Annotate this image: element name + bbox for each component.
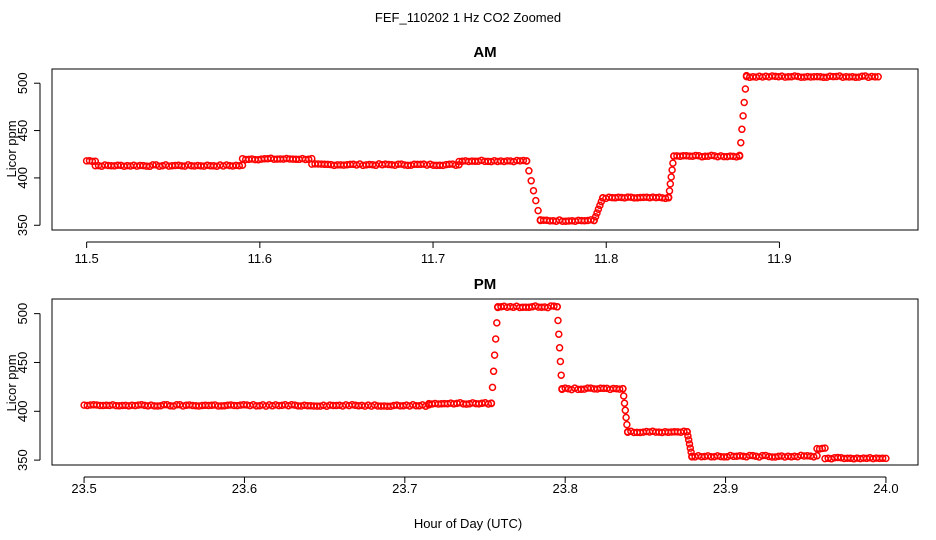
pm-data-point bbox=[680, 427, 688, 435]
am-data-point bbox=[590, 216, 598, 225]
pm-data-point bbox=[687, 448, 695, 456]
am-x-tick-label: 11.6 bbox=[248, 251, 272, 266]
panel-am-y-axis-label: Licor ppm bbox=[4, 120, 19, 177]
pm-data-point bbox=[488, 383, 497, 392]
am-data-point bbox=[874, 73, 882, 81]
pm-data-point bbox=[622, 413, 630, 422]
pm-data-point bbox=[621, 406, 630, 415]
pm-data-point bbox=[555, 344, 564, 352]
am-data-point bbox=[740, 98, 748, 107]
panel-am-axes: 11.5 11.6 11.7 11.8 11.9 350 400 450 500 bbox=[15, 72, 792, 266]
panel-am-points bbox=[82, 71, 882, 225]
am-data-point bbox=[519, 156, 528, 165]
x-axis-label: Hour of Day (UTC) bbox=[414, 516, 522, 531]
pm-data-point bbox=[813, 452, 821, 460]
panel-pm-plot-frame bbox=[51, 298, 919, 466]
pm-data-point bbox=[821, 444, 829, 452]
pm-data-point bbox=[878, 454, 887, 463]
pm-data-point bbox=[686, 444, 695, 452]
panel-pm: PM Licor ppm 23.5 23.6 23.7 23.8 23.9 24.0 350… bbox=[4, 276, 919, 496]
panel-am-title: AM bbox=[473, 44, 496, 61]
pm-data-point bbox=[683, 428, 691, 436]
pm-data-point bbox=[493, 319, 501, 327]
pm-x-tick-label: 23.7 bbox=[392, 481, 417, 496]
pm-x-tick-label: 24.0 bbox=[873, 481, 898, 496]
pm-data-point bbox=[684, 436, 693, 444]
pm-y-tick-label: 500 bbox=[15, 303, 30, 325]
am-x-tick-label: 11.5 bbox=[74, 251, 98, 266]
panel-pm-title: PM bbox=[474, 276, 497, 293]
am-data-point bbox=[527, 177, 535, 185]
panel-pm-y-axis-label: Licor ppm bbox=[4, 354, 19, 411]
pm-data-point bbox=[554, 316, 562, 325]
am-x-tick-label: 11.7 bbox=[421, 251, 445, 266]
am-data-point bbox=[668, 166, 676, 174]
am-data-point bbox=[532, 196, 540, 205]
am-data-point bbox=[737, 138, 745, 147]
am-data-point bbox=[665, 187, 674, 195]
pm-x-tick-label: 23.9 bbox=[713, 481, 738, 496]
pm-data-point bbox=[553, 303, 561, 311]
am-data-point bbox=[664, 194, 673, 202]
am-data-point bbox=[741, 85, 750, 93]
panel-pm-points bbox=[80, 302, 890, 463]
am-data-point bbox=[522, 157, 531, 165]
am-data-point bbox=[235, 161, 244, 170]
pm-x-tick-label: 23.6 bbox=[232, 481, 257, 496]
am-data-point bbox=[666, 180, 675, 188]
am-data-point bbox=[735, 152, 744, 160]
pm-data-point bbox=[685, 440, 694, 448]
pm-y-tick-label: 350 bbox=[15, 449, 30, 471]
am-y-tick-label: 350 bbox=[15, 214, 30, 236]
pm-data-point bbox=[489, 367, 498, 376]
am-data-point bbox=[529, 186, 538, 195]
pm-data-point bbox=[615, 385, 624, 393]
pm-data-point bbox=[818, 444, 827, 453]
pm-data-point bbox=[550, 302, 558, 310]
pm-x-tick-label: 23.8 bbox=[553, 481, 578, 496]
pm-data-point bbox=[555, 330, 563, 338]
pm-y-tick-label: 400 bbox=[15, 400, 30, 422]
pm-data-point bbox=[490, 351, 499, 359]
am-y-tick-label: 450 bbox=[15, 120, 30, 142]
am-data-point bbox=[591, 212, 600, 221]
am-x-tick-label: 11.9 bbox=[767, 251, 791, 266]
am-y-tick-label: 500 bbox=[15, 72, 30, 94]
figure-title: FEF_110202 1 Hz CO2 Zoomed bbox=[375, 10, 561, 25]
am-data-point bbox=[871, 73, 879, 81]
pm-data-point bbox=[491, 335, 500, 343]
am-data-point bbox=[669, 159, 677, 167]
panel-am: AM Licor ppm 11.5 11.6 11.7 11.8 11.9 350 400 4… bbox=[4, 44, 919, 266]
am-data-point bbox=[525, 167, 533, 175]
am-data-point bbox=[596, 201, 604, 210]
am-data-point bbox=[667, 173, 675, 181]
am-y-tick-label: 400 bbox=[15, 167, 30, 189]
am-data-point bbox=[594, 205, 603, 213]
pm-data-point bbox=[619, 385, 627, 393]
pm-y-tick-label: 450 bbox=[15, 352, 30, 374]
pm-x-tick-label: 23.5 bbox=[71, 481, 96, 496]
pm-data-point bbox=[556, 357, 565, 366]
pm-data-point bbox=[761, 451, 770, 460]
am-data-point bbox=[739, 112, 747, 120]
pm-data-point bbox=[882, 454, 890, 463]
panel-am-plot-frame bbox=[51, 68, 919, 231]
pm-data-point bbox=[620, 399, 629, 407]
pm-data-point bbox=[623, 420, 631, 429]
panel-pm-axes: 23.5 23.6 23.7 23.8 23.9 24.0 350 400 450 500 bbox=[15, 303, 899, 496]
pm-data-point bbox=[619, 392, 628, 400]
pm-data-point bbox=[487, 399, 496, 408]
am-x-tick-label: 11.8 bbox=[594, 251, 618, 266]
am-data-point bbox=[534, 206, 542, 215]
am-data-point bbox=[738, 125, 746, 134]
pm-data-point bbox=[557, 371, 565, 379]
am-data-point bbox=[593, 209, 601, 217]
pm-data-point bbox=[684, 432, 692, 440]
